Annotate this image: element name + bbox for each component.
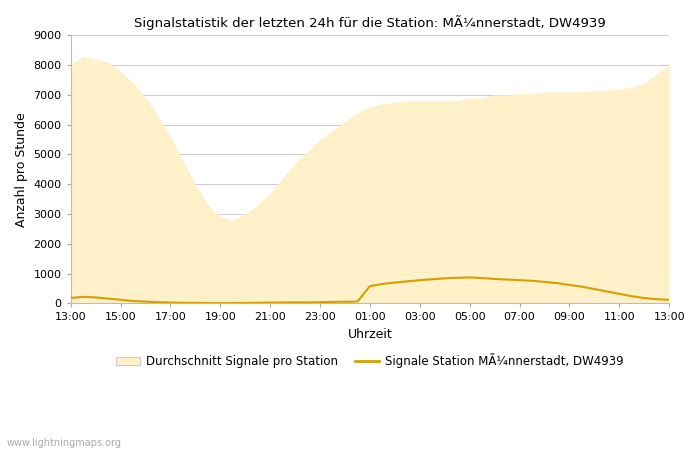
X-axis label: Uhrzeit: Uhrzeit bbox=[348, 328, 392, 341]
Title: Signalstatistik der letzten 24h für die Station: MÃ¼nnerstadt, DW4939: Signalstatistik der letzten 24h für die … bbox=[134, 15, 606, 30]
Legend: Durchschnitt Signale pro Station, Signale Station MÃ¼nnerstadt, DW4939: Durchschnitt Signale pro Station, Signal… bbox=[111, 348, 629, 373]
Y-axis label: Anzahl pro Stunde: Anzahl pro Stunde bbox=[15, 112, 28, 227]
Text: www.lightningmaps.org: www.lightningmaps.org bbox=[7, 438, 122, 448]
